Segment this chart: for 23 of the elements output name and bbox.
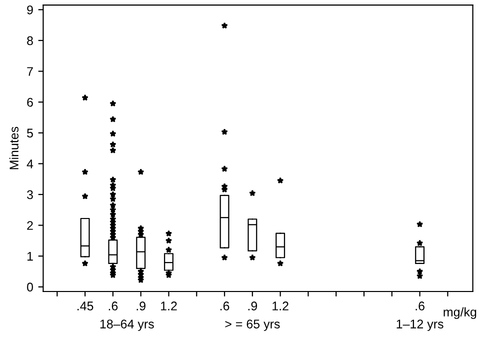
x-tick-label: 1.2: [272, 302, 288, 310]
text: > = 65 yrs: [225, 320, 280, 331]
x-tick-label: .9: [248, 302, 258, 310]
y-tick-label: 8: [27, 36, 33, 46]
x-tick-label: .45: [77, 302, 94, 310]
y-tick-label: 5: [27, 128, 33, 138]
y-tick-label: 6: [27, 98, 33, 107]
x-tick-label: .6: [108, 302, 118, 310]
x-tick-label: .6: [220, 302, 230, 310]
x-axis-title: mg/kg: [444, 307, 476, 319]
y-tick-label: 0: [27, 282, 33, 292]
text: 18–64 yrs: [100, 320, 154, 331]
x-tick-label: .6: [416, 302, 424, 310]
y-tick-label: 1: [27, 252, 33, 261]
y-tick-label: 3: [27, 190, 33, 200]
y-tick-label: 4: [26, 160, 34, 168]
x-tick-label: 1.2: [161, 302, 177, 310]
y-axis-title: Minutes: [9, 126, 18, 170]
text: 1–12 yrs: [396, 320, 444, 331]
y-tick-label: 9: [27, 5, 33, 14]
y-tick-label: 2: [27, 221, 33, 230]
x-tick-label: .9: [136, 302, 146, 310]
y-tick-label: 7: [27, 67, 33, 76]
